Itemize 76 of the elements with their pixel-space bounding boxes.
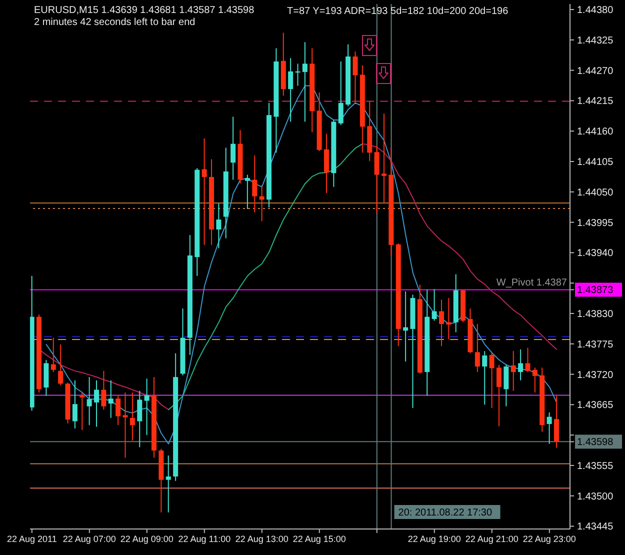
y-tick-label: 1.43995 [577, 218, 614, 229]
candlestick [288, 58, 294, 122]
annotation: T=87 Y=193 ADR=193 5d=182 10d=200 20d=196 [287, 5, 508, 18]
candlestick [122, 392, 128, 458]
candlestick [202, 138, 207, 246]
candlestick [130, 392, 135, 442]
x-tick-label: 22 Aug 15:00 [292, 534, 346, 544]
candlestick [518, 348, 524, 381]
candlestick [374, 144, 380, 214]
y-tick-label: 1.43665 [577, 400, 614, 412]
x-tick-label: 22 Aug 2011 [6, 534, 57, 544]
candlestick [302, 42, 308, 122]
candlestick [252, 154, 258, 213]
x-tick-label: 22 Aug 13:00 [235, 534, 288, 544]
candlestick [86, 376, 92, 426]
candlestick [216, 203, 222, 249]
candlestick [510, 350, 516, 392]
candlestick [101, 370, 106, 410]
candlestick [532, 367, 538, 393]
y-tick-label: 1.44270 [577, 66, 614, 77]
candlestick [94, 380, 100, 428]
candlestick [137, 390, 142, 448]
candlestick [496, 364, 502, 427]
candlestick [504, 364, 509, 407]
y-tick-label: 1.43873 [577, 285, 614, 296]
x-tick-label: 22 Aug 19:00 [408, 534, 461, 544]
y-tick-label: 1.43555 [577, 460, 614, 472]
candlestick [381, 112, 386, 203]
y-tick-label: 1.44105 [577, 157, 614, 168]
ref-line-label: 20: 2011.08.22 17:30 [398, 508, 493, 518]
candlestick [438, 299, 444, 347]
candlestick [80, 392, 85, 431]
candlestick [338, 60, 344, 126]
candlestick [259, 184, 264, 222]
y-tick-label: 1.43445 [577, 522, 614, 533]
candlestick [58, 344, 64, 386]
text: 2 minutes 42 seconds left to bar end [34, 17, 196, 29]
candlestick [144, 378, 150, 436]
candlestick [230, 116, 236, 180]
candlestick [525, 347, 530, 373]
y-tick-label: 1.43830 [577, 308, 614, 320]
candlestick [446, 298, 452, 340]
x-tick-label: 22 Aug 09:00 [120, 534, 174, 544]
x-tick-label: 22 Aug 21:00 [465, 534, 518, 544]
y-tick-label: 1.43940 [577, 248, 614, 260]
candlestick [482, 350, 488, 406]
candlestick [489, 352, 494, 408]
y-tick-label: 1.43775 [577, 339, 614, 350]
y-tick-label: 1.44215 [577, 96, 614, 108]
candlestick [324, 133, 329, 194]
x-tick-label: 22 Aug 07:00 [62, 534, 116, 544]
candlestick [295, 63, 300, 86]
ref-line-label: W_Pivot 1.4387 [496, 278, 568, 289]
x-tick-label: 22 Aug 11:00 [178, 534, 231, 544]
y-tick-label: 1.43720 [577, 370, 614, 381]
y-tick-label: 1.43500 [577, 491, 614, 502]
x-tick-label: 22 Aug 23:00 [522, 534, 576, 544]
candlestick [546, 412, 552, 444]
line-series [168, 143, 364, 410]
y-tick-label: 1.43598 [577, 437, 614, 448]
chart-title: EURUSD,M15 1.43639 1.43681 1.43587 1.43598 [34, 5, 254, 17]
candlestick [352, 51, 358, 104]
candlestick [166, 455, 171, 513]
candlestick [432, 288, 437, 322]
candlestick [403, 290, 408, 362]
y-tick-label: 1.44160 [577, 126, 614, 138]
candlestick [108, 380, 114, 418]
candlestick [116, 395, 121, 426]
y-tick-label: 1.44325 [577, 35, 614, 46]
candlestick [474, 323, 480, 373]
candlestick [50, 337, 56, 373]
candlestick [244, 174, 250, 210]
y-tick-label: 1.44050 [577, 187, 614, 198]
y-tick-label: 1.44380 [577, 5, 614, 16]
candlestick [554, 395, 559, 448]
candlestick [72, 380, 78, 429]
